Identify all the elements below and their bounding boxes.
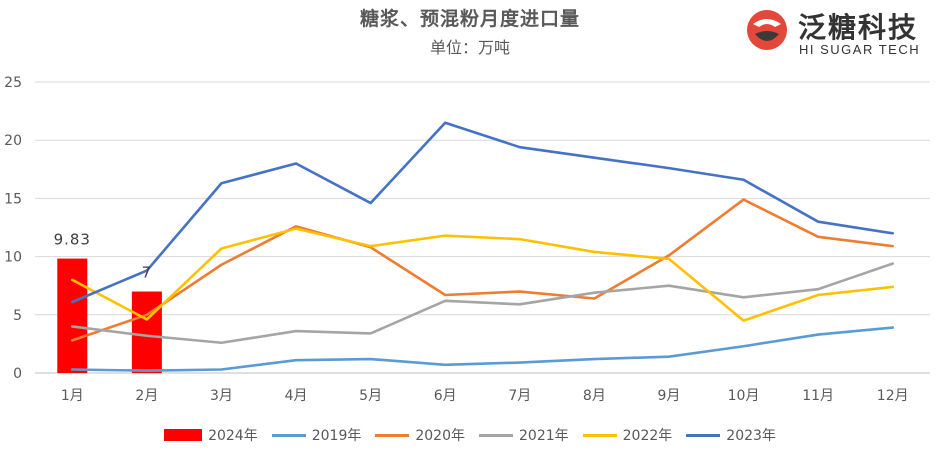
x-tick-label: 4月 [285, 388, 308, 404]
hi-sugar-logo-icon [747, 10, 787, 50]
legend-swatch [271, 433, 306, 437]
chart-title: 糖浆、预混粉月度进口量 [359, 8, 580, 30]
logo-name-en: HI SUGAR TECH [799, 42, 921, 57]
x-tick-label: 5月 [359, 388, 382, 404]
y-tick-label: 0 [13, 366, 22, 382]
legend-swatch [582, 433, 617, 437]
x-tick-label: 3月 [210, 388, 233, 404]
legend-swatch [375, 433, 410, 437]
bar-data-label: 9.83 [54, 231, 91, 249]
bar-data-label: 7 [142, 264, 153, 282]
series-line [70, 227, 895, 322]
y-tick-label: 5 [13, 308, 22, 324]
chart-subtitle: 单位：万吨 [429, 38, 510, 57]
series-line [70, 326, 895, 372]
x-tick-label: 2月 [135, 388, 158, 404]
series-line [70, 198, 895, 342]
legend-swatch [164, 429, 203, 441]
logo-name-cn: 泛糖科技 [798, 11, 919, 44]
bar [57, 258, 88, 373]
legend-label: 2023年 [726, 428, 776, 444]
chart-legend: 2024年 2019年 2020年 2021年 2022年 2023年 [0, 425, 940, 445]
y-tick-label: 20 [4, 133, 22, 149]
bar [131, 291, 162, 373]
y-tick-label: 10 [4, 250, 22, 266]
legend-item: 2019年 [271, 425, 362, 445]
y-tick-label: 15 [4, 191, 22, 207]
x-tick-label: 1月 [61, 388, 84, 404]
legend-swatch [479, 433, 513, 437]
legend-item: 2024年 [164, 425, 258, 445]
company-logo: 泛糖科技 HI SUGAR TECH [740, 2, 940, 62]
legend-label: 2024年 [208, 428, 258, 444]
x-tick-label: 9月 [657, 388, 680, 404]
legend-label: 2019年 [311, 428, 362, 444]
x-tick-label: 8月 [583, 388, 606, 404]
x-tick-label: 11月 [802, 388, 834, 404]
legend-label: 2020年 [415, 428, 465, 444]
x-tick-label: 10月 [728, 388, 760, 404]
legend-item: 2022年 [582, 425, 673, 445]
legend-item: 2023年 [686, 425, 776, 445]
series-line [70, 262, 895, 345]
y-tick-label: 25 [4, 75, 22, 91]
x-tick-label: 12月 [877, 388, 909, 404]
x-tick-label: 6月 [434, 388, 457, 404]
legend-item: 2021年 [479, 425, 569, 445]
x-tick-label: 7月 [508, 388, 531, 404]
series-line [70, 121, 895, 304]
legend-item: 2020年 [375, 425, 465, 445]
legend-label: 2022年 [622, 428, 673, 444]
legend-label: 2021年 [519, 428, 569, 444]
legend-swatch [686, 433, 721, 437]
